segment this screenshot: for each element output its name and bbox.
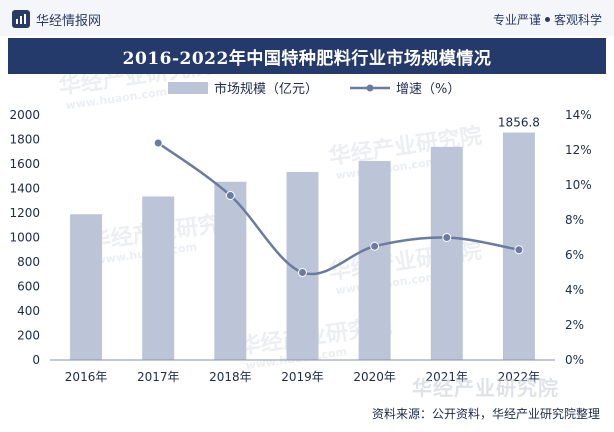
x-tick-label: 2017年 <box>137 370 180 384</box>
y-left-tick-label: 2000 <box>9 108 40 122</box>
x-tick-label: 2019年 <box>281 370 324 384</box>
x-tick-label: 2018年 <box>209 370 252 384</box>
y-left-tick-label: 1600 <box>9 157 40 171</box>
separator-dot-icon <box>544 17 550 22</box>
line-point <box>225 191 235 200</box>
slogan-right: 客观科学 <box>553 13 602 27</box>
line-point <box>298 268 307 277</box>
brand-name: 华经情报网 <box>36 13 102 29</box>
legend-swatch-bar <box>168 82 208 94</box>
chart: 华经产业研究院www.huaon.com华经产业研究院www.huaon.com… <box>9 74 592 384</box>
legend-label-line: 增速（%） <box>396 82 460 97</box>
y-right-tick-label: 6% <box>565 248 584 262</box>
y-right-tick-label: 4% <box>565 283 584 297</box>
y-left-tick-label: 800 <box>17 255 40 269</box>
legend-marker-line <box>366 84 374 92</box>
slogan-left: 专业严谨 <box>492 13 541 27</box>
bar <box>430 146 463 360</box>
y-left-tick-label: 1000 <box>9 231 40 245</box>
line-point <box>153 138 163 148</box>
legend-label-bar: 市场规模（亿元） <box>214 81 318 97</box>
line-point <box>514 245 524 255</box>
data-label: 1856.8 <box>498 116 540 130</box>
x-tick-label: 2020年 <box>353 370 396 384</box>
x-tick-label: 2022年 <box>498 370 541 384</box>
y-right-tick-label: 2% <box>565 318 584 332</box>
y-left-tick-label: 0 <box>32 353 40 367</box>
y-right-tick-label: 14% <box>565 108 592 122</box>
brand-logo-icon <box>12 10 30 28</box>
line-point <box>370 241 380 251</box>
y-left-tick-label: 1800 <box>9 133 40 147</box>
y-left-tick-label: 1200 <box>9 206 40 220</box>
x-tick-label: 2016年 <box>65 370 108 384</box>
y-right-tick-label: 12% <box>565 143 592 157</box>
x-tick-label: 2021年 <box>426 370 469 384</box>
y-right-tick-label: 0% <box>565 353 584 367</box>
line-point <box>442 233 452 242</box>
y-right-tick-label: 10% <box>565 178 592 192</box>
y-right-tick-label: 8% <box>565 213 584 227</box>
y-left-tick-label: 400 <box>17 304 40 318</box>
y-left-tick-label: 200 <box>17 329 40 343</box>
y-left-tick-label: 600 <box>17 280 40 294</box>
chart-title: 2016-2022年中国特种肥料行业市场规模情况 <box>8 38 606 74</box>
bar <box>142 196 175 360</box>
bar <box>358 160 391 360</box>
y-left-tick-label: 1400 <box>9 182 40 196</box>
bar <box>214 181 247 360</box>
slogan: 专业严谨 客观科学 <box>493 11 602 28</box>
bar <box>70 214 103 360</box>
top-banner: 华经情报网 专业严谨 客观科学 <box>0 0 614 36</box>
brand: 华经情报网 <box>12 9 101 29</box>
bottom-watermark: 华经产业研究院 <box>412 376 559 400</box>
source-note: 资料来源：公开资料，华经产业研究院整理 <box>371 407 600 421</box>
